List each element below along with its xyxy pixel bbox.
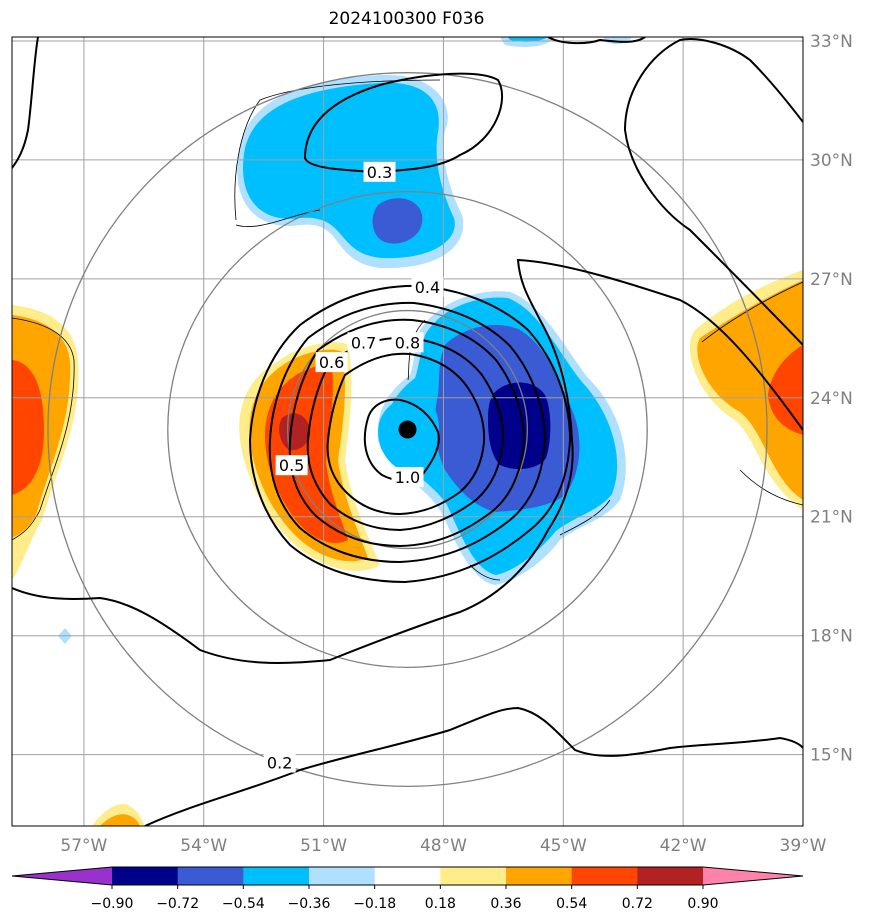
lat-tick-label: 33°N bbox=[810, 32, 853, 52]
lon-tick-label: 39°W bbox=[780, 836, 827, 856]
lon-tick-label: 57°W bbox=[60, 836, 107, 856]
colorbar-segment bbox=[637, 867, 704, 885]
colorbar-segment bbox=[112, 867, 179, 885]
contour-label: 0.5 bbox=[279, 456, 304, 475]
colorbar-tick-label: −0.72 bbox=[156, 896, 199, 912]
lon-tick-label: 48°W bbox=[420, 836, 467, 856]
colorbar-tick-label: −0.90 bbox=[91, 896, 134, 912]
range-ring bbox=[287, 309, 528, 550]
colorbar-segment bbox=[177, 867, 244, 885]
contour-label-bg bbox=[391, 332, 424, 353]
colorbar-tick-label: −0.18 bbox=[353, 896, 396, 912]
colorbar-tick-label: 0.36 bbox=[490, 896, 521, 912]
lat-tick-labels: 33°N 30°N 27°N 24°N 21°N 18°N 15°N bbox=[810, 32, 853, 766]
contour-north-mid bbox=[547, 37, 646, 45]
contour-label-bg bbox=[347, 332, 380, 353]
contour-label: 0.2 bbox=[267, 754, 292, 773]
colorbar-segment bbox=[374, 867, 441, 885]
chart-title: 2024100300 F036 bbox=[328, 9, 485, 29]
colorbar-tick-label: 0.54 bbox=[556, 896, 587, 912]
colorbar-tick-label: −0.54 bbox=[222, 896, 265, 912]
contour-0.2 bbox=[12, 258, 803, 664]
lat-tick-label: 18°N bbox=[810, 627, 853, 647]
contour-label-bg bbox=[411, 276, 444, 297]
colorbar-tick-label: 0.18 bbox=[425, 896, 456, 912]
colorbar-tick-label: 0.72 bbox=[622, 896, 653, 912]
contour-label: 1.0 bbox=[395, 468, 420, 487]
bold-contours bbox=[12, 37, 803, 826]
lon-tick-label: 42°W bbox=[660, 836, 707, 856]
contour-label-bg bbox=[275, 455, 308, 476]
contour-north-east bbox=[623, 38, 803, 346]
storm-center-marker bbox=[398, 420, 417, 439]
colorbar-segment bbox=[243, 867, 310, 885]
fill-west-red bbox=[12, 360, 44, 495]
lat-tick-label: 15°N bbox=[810, 746, 853, 766]
contour-label: 0.3 bbox=[367, 163, 392, 182]
fill-bottom-orange bbox=[100, 814, 140, 826]
colorbar-segment bbox=[309, 867, 376, 885]
contour-label-bg bbox=[363, 161, 396, 182]
contour-1.0 bbox=[363, 398, 440, 482]
contour-label: 0.6 bbox=[319, 353, 344, 372]
colorbar-segment bbox=[506, 867, 573, 885]
colorbar-segment bbox=[571, 867, 638, 885]
fill-east-red bbox=[768, 345, 803, 435]
range-ring bbox=[167, 190, 648, 669]
colorbar-tick-label: −0.36 bbox=[288, 896, 331, 912]
contour-label: 0.7 bbox=[351, 333, 376, 352]
lat-tick-label: 21°N bbox=[810, 508, 853, 528]
range-rings bbox=[47, 72, 768, 788]
lon-tick-label: 51°W bbox=[300, 836, 347, 856]
contour-labels: 0.3 0.4 0.6 0.7 0.8 0.5 1.0 0.2 bbox=[263, 161, 444, 773]
lon-tick-label: 45°W bbox=[540, 836, 587, 856]
contour-label-bg bbox=[263, 752, 296, 773]
range-ring bbox=[47, 72, 768, 788]
lat-tick-label: 24°N bbox=[810, 389, 853, 409]
contour-0.7 bbox=[306, 336, 505, 532]
contour-0.2-south bbox=[144, 706, 803, 826]
contour-label-bg bbox=[315, 352, 348, 373]
colorbar-extend-high bbox=[703, 867, 803, 885]
contour-0.5 bbox=[268, 301, 547, 564]
fill-center-east-dark bbox=[488, 382, 551, 470]
map-grid bbox=[12, 37, 804, 826]
contour-north-west bbox=[12, 37, 39, 169]
colorbar-tick-label: 0.90 bbox=[687, 896, 718, 912]
lat-tick-label: 30°N bbox=[810, 151, 853, 171]
fill-east-orange bbox=[697, 280, 803, 500]
colorbar: −0.90 −0.72 −0.54 −0.36 −0.18 0.18 0.36 0.54 0.7… bbox=[11, 866, 804, 912]
lon-tick-label: 54°W bbox=[180, 836, 227, 856]
contour-label: 0.8 bbox=[395, 333, 420, 352]
contour-0.4 bbox=[248, 284, 572, 584]
contour-label: 0.4 bbox=[415, 278, 440, 297]
colorbar-segment bbox=[440, 867, 507, 885]
lon-tick-labels: 57°W 54°W 51°W 48°W 45°W 42°W 39°W bbox=[60, 836, 826, 856]
lat-tick-label: 27°N bbox=[810, 270, 853, 290]
colorbar-extend-low bbox=[12, 867, 112, 885]
filled-contours bbox=[12, 37, 803, 826]
fill-blob-north-dark bbox=[372, 198, 423, 244]
map-frame bbox=[11, 36, 804, 827]
fill-center-west-red bbox=[265, 365, 348, 543]
thin-contour-lines bbox=[12, 79, 803, 581]
contour-0.8 bbox=[326, 352, 486, 516]
contour-label-bg bbox=[391, 467, 424, 488]
fill-center-west-darkred bbox=[279, 413, 311, 451]
